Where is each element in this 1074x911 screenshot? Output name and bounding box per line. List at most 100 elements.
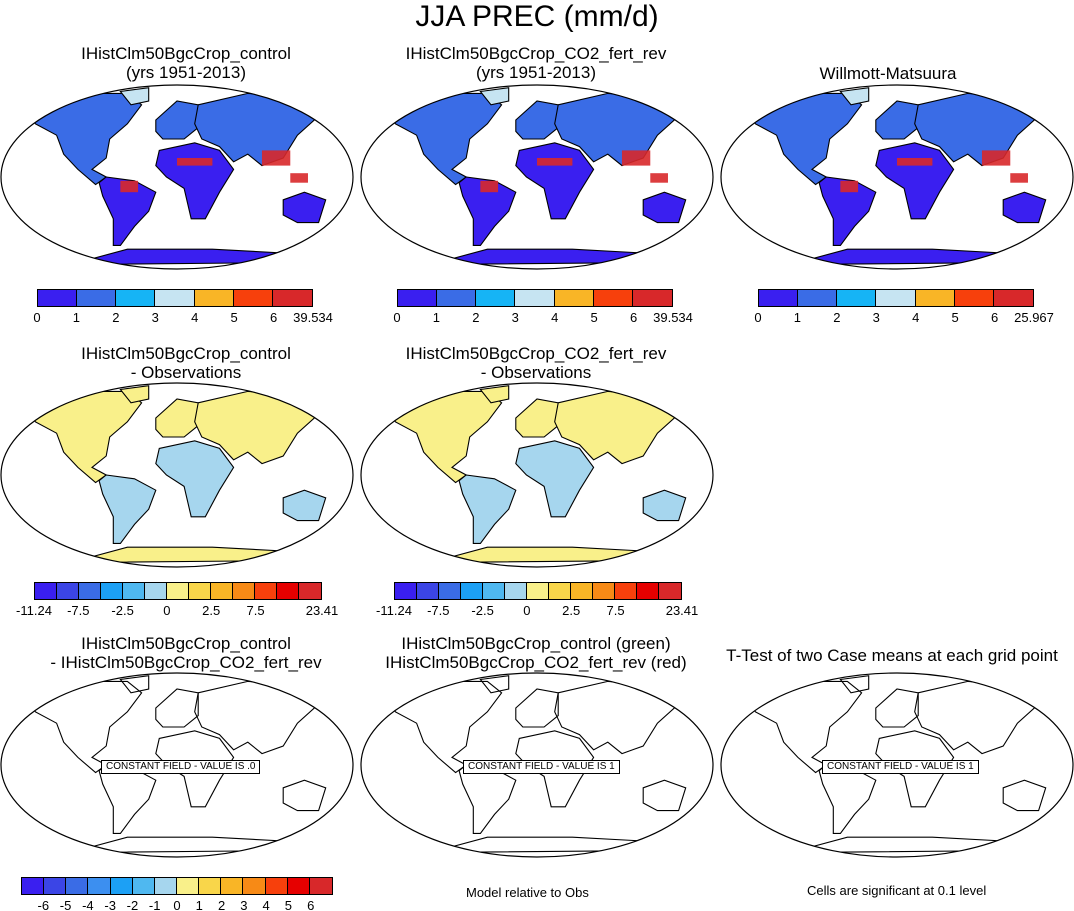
- colorbar-tick-label: 3: [240, 898, 248, 911]
- panel-5-title: IHistClm50BgcCrop_CO2_fert_rev - Observat…: [405, 344, 667, 382]
- continent-eu: [515, 100, 559, 140]
- colorbar-tick-label: 3: [872, 310, 880, 325]
- colorbar-swatch: [116, 290, 156, 306]
- colorbar-tick-label: 6: [269, 310, 278, 325]
- continent-eu: [515, 688, 559, 728]
- colorbar-swatch: [265, 878, 288, 894]
- colorbar-tick-label: -7.5: [427, 603, 450, 618]
- colorbar-swatch: [461, 583, 483, 599]
- colorbar-tick-label: 2.5: [562, 603, 581, 618]
- map-panel-4: [0, 382, 354, 568]
- colorbar-swatch: [194, 290, 234, 306]
- colorbar-swatch: [876, 290, 916, 306]
- continent-af: [155, 440, 235, 518]
- continent-sa: [98, 176, 157, 246]
- continent-gl: [119, 87, 150, 106]
- continent-af: [875, 142, 955, 220]
- colorbar-tick-label: 5: [951, 310, 959, 325]
- colorbar-swatch: [123, 583, 145, 599]
- colorbar-tick-label: 2: [472, 310, 480, 325]
- land-group: [387, 385, 687, 563]
- continent-gl: [479, 87, 510, 106]
- colorbar-tick-label: 1: [72, 310, 81, 325]
- colorbar-swatch: [88, 878, 111, 894]
- map-border: [360, 382, 714, 568]
- continent-au: [1002, 779, 1047, 812]
- precip-band: [177, 158, 213, 166]
- colorbar-tick-label: -4: [82, 898, 94, 911]
- colorbar-swatch: [527, 583, 549, 599]
- colorbar-swatch: [637, 583, 659, 599]
- continent-af: [155, 142, 235, 220]
- continent-eu: [155, 100, 199, 140]
- colorbar-swatch: [189, 583, 211, 599]
- continent-gl: [479, 675, 510, 694]
- land-group: [387, 87, 687, 265]
- colorbar-swatch: [309, 878, 332, 894]
- map-border: [0, 672, 354, 858]
- continent-na: [27, 680, 143, 774]
- colorbar-tick-label: 0: [393, 310, 401, 325]
- land-group: [27, 87, 327, 265]
- map-border: [0, 84, 354, 270]
- colorbar-tick-label: 39.534: [293, 310, 333, 325]
- precip-band: [840, 180, 859, 193]
- colorbar-tick-label: 2: [217, 898, 226, 911]
- colorbar-swatch: [593, 583, 615, 599]
- colorbar-tick-label: 0: [173, 898, 181, 911]
- colorbar-diff-1: [34, 582, 322, 600]
- figure-title: JJA PREC (mm/d): [415, 0, 659, 33]
- continent-sa: [458, 764, 517, 834]
- precip-band: [537, 158, 573, 166]
- colorbar-swatch: [255, 583, 277, 599]
- constant-field-box-7: CONSTANT FIELD - VALUE IS 1: [463, 760, 620, 774]
- constant-field-box-6: CONSTANT FIELD - VALUE IS .0: [101, 760, 261, 774]
- colorbar-swatch: [176, 878, 200, 894]
- colorbar-swatch: [659, 583, 681, 599]
- precip-band: [650, 173, 668, 183]
- colorbar-tick-label: 39.534: [653, 310, 693, 325]
- colorbar-tick-label: 6: [990, 310, 999, 325]
- colorbar-swatch: [57, 583, 79, 599]
- colorbar-swatch: [77, 290, 117, 306]
- colorbar-swatch: [287, 878, 310, 894]
- colorbar-swatch: [395, 583, 417, 599]
- land-group: [27, 385, 327, 563]
- colorbar-bottom: [21, 877, 333, 895]
- precip-band: [480, 180, 499, 193]
- colorbar-diff-2: [394, 582, 682, 600]
- panel-3-title: Willmott-Matsuura: [819, 64, 957, 83]
- colorbar-swatch: [837, 290, 877, 306]
- continent-eu: [155, 398, 199, 438]
- map-panel-5: [360, 382, 714, 568]
- continent-af: [515, 142, 595, 220]
- continent-eu: [875, 688, 919, 728]
- precip-band: [120, 180, 139, 193]
- colorbar-swatch: [299, 583, 321, 599]
- continent-sa: [98, 764, 157, 834]
- colorbar-tick-label: 25.967: [1014, 310, 1054, 325]
- colorbar-tick-label: 1: [195, 898, 203, 911]
- colorbar-tick-label: 5: [230, 310, 238, 325]
- colorbar-swatch: [515, 290, 555, 306]
- colorbar-swatch: [554, 290, 594, 306]
- colorbar-tick-label: 1: [432, 310, 441, 325]
- colorbar-swatch: [505, 583, 527, 599]
- colorbar-tick-label: 5: [284, 898, 293, 911]
- precip-band: [897, 158, 933, 166]
- colorbar-swatch: [167, 583, 189, 599]
- continent-eu: [515, 398, 559, 438]
- colorbar-swatch: [417, 583, 439, 599]
- colorbar-swatch: [398, 290, 438, 306]
- panel-7-title: IHistClm50BgcCrop_control (green) IHistCl…: [385, 634, 687, 672]
- continent-sa: [458, 474, 517, 544]
- continent-af: [515, 440, 595, 518]
- continent-au: [642, 191, 687, 224]
- continent-au: [1002, 191, 1047, 224]
- colorbar-swatch: [22, 878, 45, 894]
- precip-band: [261, 150, 291, 166]
- colorbar-swatch: [233, 290, 273, 306]
- colorbar-swatch: [145, 583, 167, 599]
- precip-band: [290, 173, 308, 183]
